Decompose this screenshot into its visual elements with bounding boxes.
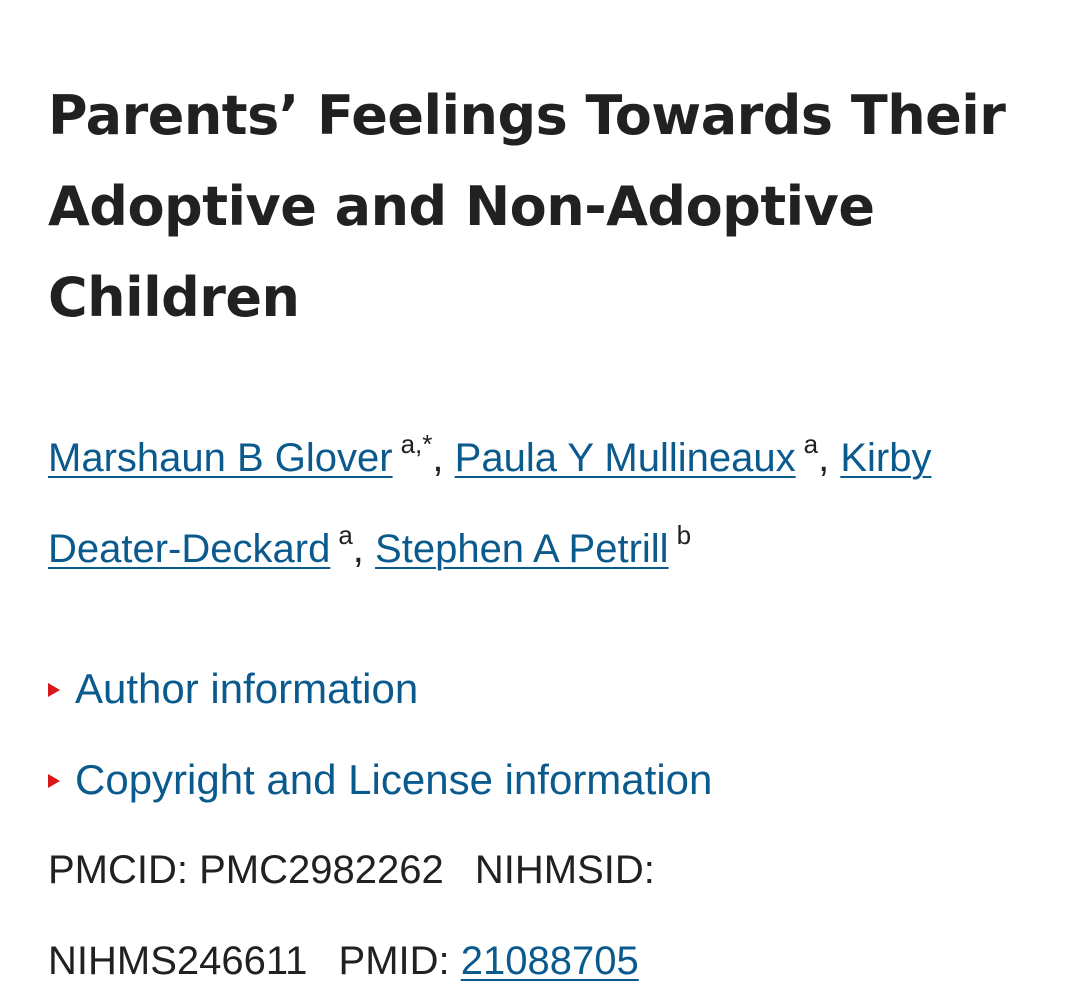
pmcid-label: PMCID: [48,848,188,892]
triangle-right-icon [48,773,60,788]
article-header: Parents’ Feelings Towards Their Adoptive… [48,0,1048,1007]
author-link-glover[interactable]: Marshaun B Glover [48,436,393,480]
author-link-mullineaux[interactable]: Paula Y Mullineaux [454,436,796,480]
copyright-license-label: Copyright and License information [75,755,713,803]
pmid-label: PMID: [338,939,450,983]
author-list: Marshaun B Glover a,*, Paula Y Mullineaux… [48,413,1048,595]
collapsible-sections: Author information Copyright and License… [48,643,1048,825]
author-affiliation: a [803,429,819,459]
article-title: Parents’ Feelings Towards Their Adoptive… [48,84,1006,329]
article-identifiers: PMCID: PMC2982262 NIHMSID: NIHMS246611 P… [48,825,1048,1007]
pmid-link[interactable]: 21088705 [460,939,639,983]
author-affiliation: b [676,520,692,550]
nihmsid-value: NIHMS246611 [48,939,308,983]
author-separator: , [432,436,455,480]
author-affiliation: a,* [400,429,433,459]
nihmsid-label: NIHMSID: [474,848,655,892]
author-information-label: Author information [75,664,419,712]
author-link-deater-deckard[interactable]: Kirby Deater-Deckard [48,436,932,571]
author-separator: , [818,436,841,480]
author-affiliation: a [338,520,353,550]
author-link-petrill[interactable]: Stephen A Petrill [375,527,669,571]
copyright-license-toggle[interactable]: Copyright and License information [48,734,1048,825]
pmcid-value: PMC2982262 [199,848,444,892]
author-information-toggle[interactable]: Author information [48,643,1048,734]
author-separator: , [352,527,376,571]
triangle-right-icon [48,682,60,697]
